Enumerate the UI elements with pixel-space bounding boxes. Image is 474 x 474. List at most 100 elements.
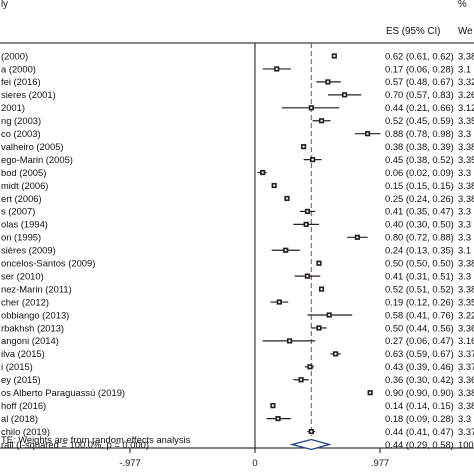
point-estimate <box>275 67 278 71</box>
weight-text: 3.38 <box>458 283 474 294</box>
ci-text: 0.70 (0.57, 0.83) <box>385 89 454 100</box>
study-row: hoff (2016) 0.14 (0.14, 0.15) 3.38 <box>1 400 474 411</box>
ci-text: 0.06 (0.02, 0.09) <box>385 167 454 178</box>
header-es-ci: ES (95% CI) <box>386 26 440 37</box>
study-row: cher (2012) 0.19 (0.12, 0.26) 3.35 <box>1 296 474 307</box>
overall-diamond <box>289 438 332 451</box>
weight-text: 3.32 <box>458 76 474 87</box>
ci-text: 0.17 (0.06, 0.28) <box>385 63 454 74</box>
study-row: valheiro (2005) 0.38 (0.38, 0.39) 3.38 <box>1 141 474 152</box>
weight-text: 3.37 <box>458 361 474 372</box>
ci-text: 0.90 (0.90, 0.90) <box>385 387 454 398</box>
study-label: sieres (2001) <box>1 89 56 100</box>
weight-text: 3.38 <box>458 400 474 411</box>
weight-text: 3.3 <box>458 206 471 217</box>
study-label: oncelos-Santos (2009) <box>1 258 95 269</box>
point-estimate <box>310 106 313 109</box>
point-estimate <box>271 404 275 407</box>
study-row: os Alberto Paraguassú (2019) 0.90 (0.90, … <box>1 387 474 398</box>
point-estimate <box>310 430 313 433</box>
weight-text: 3.3 <box>458 232 471 243</box>
study-label: fei (2016) <box>1 76 41 87</box>
point-estimate <box>306 275 309 278</box>
point-estimate <box>317 262 321 265</box>
ci-text: 0.27 (0.06, 0.47) <box>385 335 454 346</box>
weight-text: 3.38 <box>458 50 474 61</box>
study-label: angoni (2014) <box>1 335 59 346</box>
study-label: co (2003) <box>1 128 41 139</box>
study-row: s (2007) 0.41 (0.35, 0.47) 3.3 <box>1 206 471 217</box>
study-label: i (2015) <box>1 361 33 372</box>
study-label: bod (2005) <box>1 167 46 178</box>
study-row: a (2000) 0.17 (0.06, 0.28) 3.1 <box>1 63 471 74</box>
weight-text: 3.1 <box>458 245 471 256</box>
ci-text: 0.80 (0.72, 0.88) <box>385 232 454 243</box>
weight-text: 3.3 <box>458 413 471 424</box>
study-row: ng (2003) 0.52 (0.45, 0.59) 3.35 <box>1 115 474 126</box>
study-row: bod (2005) 0.06 (0.02, 0.09) 3.3 <box>1 167 471 178</box>
point-estimate <box>320 119 323 122</box>
x-axis-ticks: -.977 0 .977 <box>119 448 389 468</box>
header-study: ly <box>1 0 8 10</box>
ci-text: 0.50 (0.44, 0.56) <box>385 322 454 333</box>
point-estimate <box>273 184 276 187</box>
study-row: al (2018) 0.18 (0.09, 0.28) 3.3 <box>1 413 471 424</box>
overall-ci-text: 0.44 (0.29, 0.58) <box>385 439 454 450</box>
ci-text: 0.57 (0.48, 0.67) <box>385 76 454 87</box>
study-row: sières (2009) 0.24 (0.13, 0.35) 3.1 <box>1 245 471 256</box>
study-row: 2001) 0.44 (0.21, 0.66) 3.12 <box>1 102 474 113</box>
weight-text: 3.3 <box>458 219 471 230</box>
tick-label: .977 <box>371 457 389 468</box>
study-row: olas (1994) 0.40 (0.30, 0.50) 3.3 <box>1 219 471 230</box>
study-row: ey (2015) 0.36 (0.30, 0.42) 3.36 <box>1 374 474 385</box>
weight-text: 3.3 <box>458 167 471 178</box>
header-percent: % <box>458 0 467 10</box>
study-label: valheiro (2005) <box>1 141 64 152</box>
ci-text: 0.58 (0.41, 0.76) <box>385 309 454 320</box>
weight-text: 3.38 <box>458 141 474 152</box>
study-label: ert (2006) <box>1 193 42 204</box>
study-label: 2001) <box>1 102 25 113</box>
study-label: midt (2006) <box>1 180 48 191</box>
study-label: os Alberto Paraguassú (2019) <box>1 387 125 398</box>
study-row: co (2003) 0.88 (0.78, 0.98) 3.3 <box>1 128 471 139</box>
weight-text: 3.12 <box>458 102 474 113</box>
weight-text: 3.22 <box>458 309 474 320</box>
study-label: ser (2010) <box>1 270 44 281</box>
study-label: olas (1994) <box>1 219 48 230</box>
ci-text: 0.45 (0.38, 0.52) <box>385 154 454 165</box>
study-row: on (1995) 0.80 (0.72, 0.88) 3.3 <box>1 232 471 243</box>
footnote: TE: Weights are from random effects anal… <box>1 434 191 445</box>
study-row: sieres (2001) 0.70 (0.57, 0.83) 3.26 <box>1 89 474 100</box>
point-estimate <box>326 80 330 83</box>
point-estimate <box>305 223 308 226</box>
point-estimate <box>334 352 337 355</box>
study-label: ilva (2015) <box>1 348 45 359</box>
study-row: i (2015) 0.43 (0.39, 0.46) 3.37 <box>1 361 474 372</box>
study-rows: (2000) 0.62 (0.61, 0.62) 3.38 a (2000) 0.17 … <box>1 50 474 437</box>
overall-row: rall (I-squared = 100.0%, p = 0.000) 0.4… <box>1 438 474 451</box>
weight-text: 3.35 <box>458 115 474 126</box>
weight-text: 3.16 <box>458 335 474 346</box>
study-label: sières (2009) <box>1 245 56 256</box>
weight-text: 3.3 <box>458 270 471 281</box>
overall-weight: 100 <box>458 439 474 450</box>
ci-text: 0.62 (0.61, 0.62) <box>385 50 454 61</box>
header-weight: We <box>458 26 473 37</box>
study-label: al (2018) <box>1 413 38 424</box>
ci-text: 0.36 (0.30, 0.42) <box>385 374 454 385</box>
weight-text: 3.37 <box>458 426 474 437</box>
ci-text: 0.63 (0.59, 0.67) <box>385 348 454 359</box>
study-label: (2000) <box>1 50 28 61</box>
ci-text: 0.19 (0.12, 0.26) <box>385 296 454 307</box>
point-estimate <box>261 171 264 174</box>
ci-text: 0.52 (0.51, 0.52) <box>385 283 454 294</box>
weight-text: 3.35 <box>458 154 474 165</box>
weight-text: 3.3 <box>458 128 471 139</box>
point-estimate <box>276 417 280 420</box>
point-estimate <box>306 210 309 213</box>
study-row: rbakhsh (2013) 0.50 (0.44, 0.56) 3.36 <box>1 322 474 333</box>
study-label: hoff (2016) <box>1 400 46 411</box>
ci-text: 0.52 (0.45, 0.59) <box>385 115 454 126</box>
